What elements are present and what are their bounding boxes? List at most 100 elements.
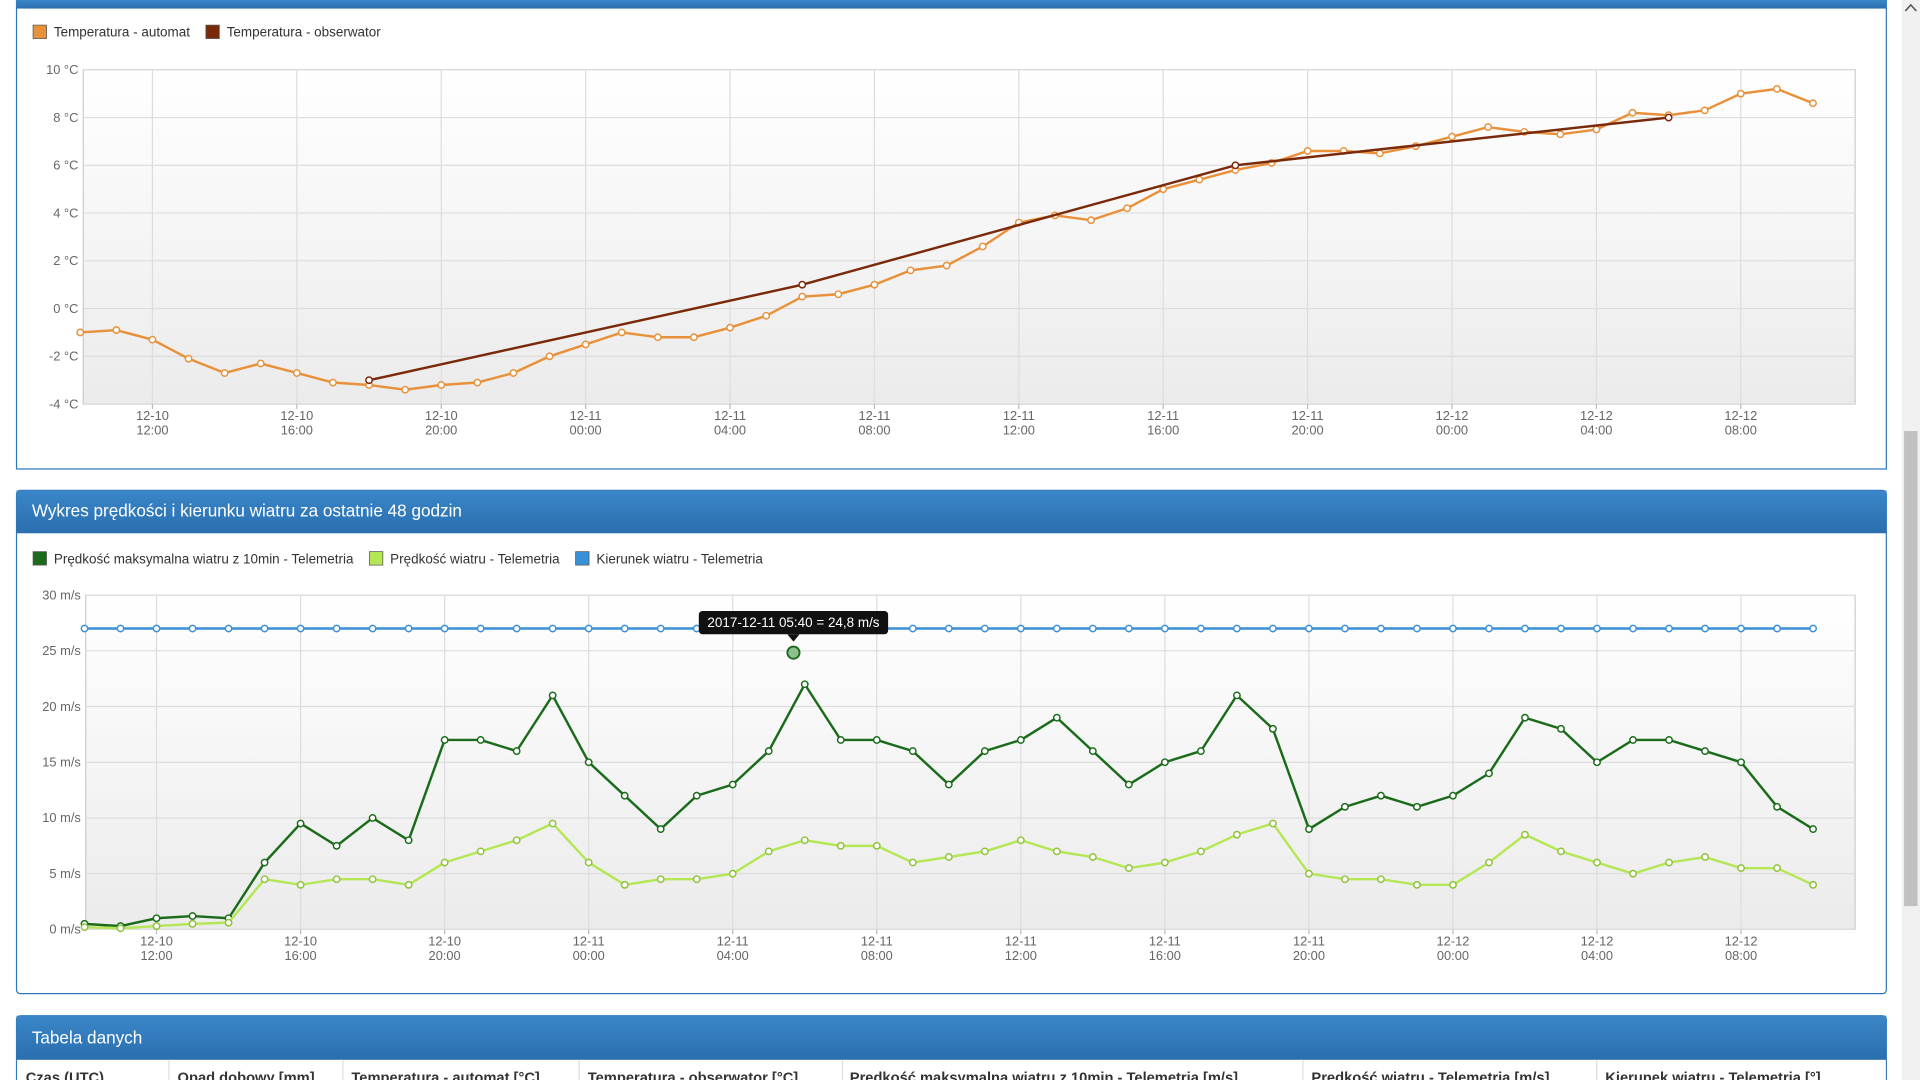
data-point	[401, 385, 410, 394]
data-point	[978, 242, 987, 251]
data-point	[1737, 624, 1745, 633]
x-tick-label: 12-10 16:00	[284, 933, 317, 963]
data-point	[1773, 624, 1781, 633]
x-tick-label: 12-11 20:00	[1292, 408, 1324, 438]
y-tick-label: -4 °C	[49, 396, 78, 411]
data-point	[1629, 736, 1637, 744]
scrollbar-thumb[interactable]	[1904, 431, 1918, 907]
data-point	[509, 369, 518, 377]
data-point	[1485, 858, 1493, 867]
x-tick-label: 12-12 08:00	[1724, 408, 1757, 438]
y-tick-label: 30 m/s	[42, 587, 81, 602]
data-point	[1268, 819, 1277, 828]
data-point	[1556, 130, 1565, 139]
column-header: Prędkość maksymalna wiatru z 10min - Tel…	[850, 1070, 1238, 1080]
data-point	[512, 624, 521, 633]
x-tick-label: 12-12 00:00	[1436, 408, 1469, 438]
data-point	[1016, 624, 1025, 633]
data-point	[834, 290, 843, 299]
data-point	[980, 624, 989, 633]
data-point	[437, 381, 446, 389]
column-header: Temperatura - obserwator [°C]	[588, 1070, 799, 1080]
data-point	[1593, 758, 1601, 767]
data-point	[224, 624, 233, 633]
data-point	[620, 880, 629, 889]
data-point	[80, 923, 89, 932]
tooltip-box	[698, 611, 889, 635]
y-tick-label: 0 m/s	[49, 922, 80, 937]
data-point	[545, 352, 554, 361]
series-line	[368, 116, 1669, 382]
data-point	[1664, 113, 1673, 122]
data-point	[1449, 880, 1457, 889]
data-point	[1737, 864, 1745, 873]
data-point	[1629, 624, 1637, 633]
data-point	[800, 680, 809, 689]
data-point	[1305, 869, 1313, 878]
y-tick-label: 10 °C	[46, 62, 78, 77]
data-point	[368, 814, 377, 822]
data-point	[404, 880, 413, 889]
table-header-row	[17, 1060, 1886, 1080]
x-tick-label: 12-11 00:00	[573, 933, 605, 963]
data-point	[404, 836, 413, 845]
x-tick-label: 12-12 00:00	[1437, 933, 1470, 963]
data-point	[188, 624, 197, 633]
x-tick-label: 12-10 20:00	[425, 408, 458, 438]
panel-header	[16, 490, 1887, 534]
data-point	[1665, 624, 1673, 633]
y-tick-label: 10 m/s	[42, 810, 81, 825]
data-point	[1088, 853, 1097, 861]
data-point	[980, 847, 989, 856]
data-point	[329, 378, 337, 387]
data-point	[1124, 864, 1133, 873]
plot-area	[82, 69, 1856, 405]
data-point	[476, 847, 485, 856]
data-point	[296, 819, 305, 828]
data-point	[836, 841, 845, 850]
data-point	[476, 624, 485, 633]
data-point	[1485, 624, 1493, 633]
scroll-up[interactable]	[1904, 3, 1917, 12]
data-point	[690, 333, 698, 342]
data-point	[762, 311, 771, 320]
tooltip-text: 2017-12-11 05:40 = 24,8 m/s	[707, 615, 879, 630]
data-point	[656, 624, 665, 633]
panel-title: Wykres prędkości i kierunku wiatru za os…	[32, 501, 462, 521]
x-tick-label: 12-11 16:00	[1147, 408, 1179, 438]
data-point	[1485, 769, 1493, 778]
data-point	[1196, 624, 1205, 633]
data-point	[581, 340, 590, 349]
charts: Temperatura - automat Temperatura - obser…	[32, 24, 1856, 963]
data-point	[473, 378, 482, 387]
column-header: Czas (UTC)	[26, 1070, 104, 1080]
data-point	[112, 326, 121, 334]
legend-swatch	[205, 24, 220, 39]
data-point	[476, 736, 485, 744]
data-point	[1305, 825, 1313, 834]
data-point	[116, 924, 125, 933]
data-point	[798, 280, 807, 289]
data-point	[1232, 691, 1241, 700]
data-point	[908, 858, 917, 867]
tooltip-pointer	[787, 634, 800, 642]
data-point	[1736, 89, 1745, 98]
data-point	[1773, 802, 1781, 811]
data-point	[692, 875, 701, 884]
legend-swatch	[32, 24, 47, 39]
column-header: Prędkość wiatru - Telemetria [m/s]	[1311, 1070, 1549, 1080]
legend-label: Prędkość wiatru - Telemetria	[390, 551, 560, 566]
data-point	[1124, 780, 1133, 789]
data-point	[872, 736, 881, 744]
x-tick-label: 12-11 08:00	[861, 933, 893, 963]
data-point	[1809, 99, 1817, 108]
data-point	[584, 758, 593, 767]
panel-header	[16, 0, 1887, 9]
legend-label: Prędkość maksymalna wiatru z 10min - Tel…	[54, 551, 354, 566]
data-point	[620, 624, 629, 633]
data-point	[872, 841, 881, 850]
data-point	[942, 261, 951, 270]
y-tick-label: 4 °C	[53, 205, 78, 220]
data-point	[870, 280, 879, 289]
